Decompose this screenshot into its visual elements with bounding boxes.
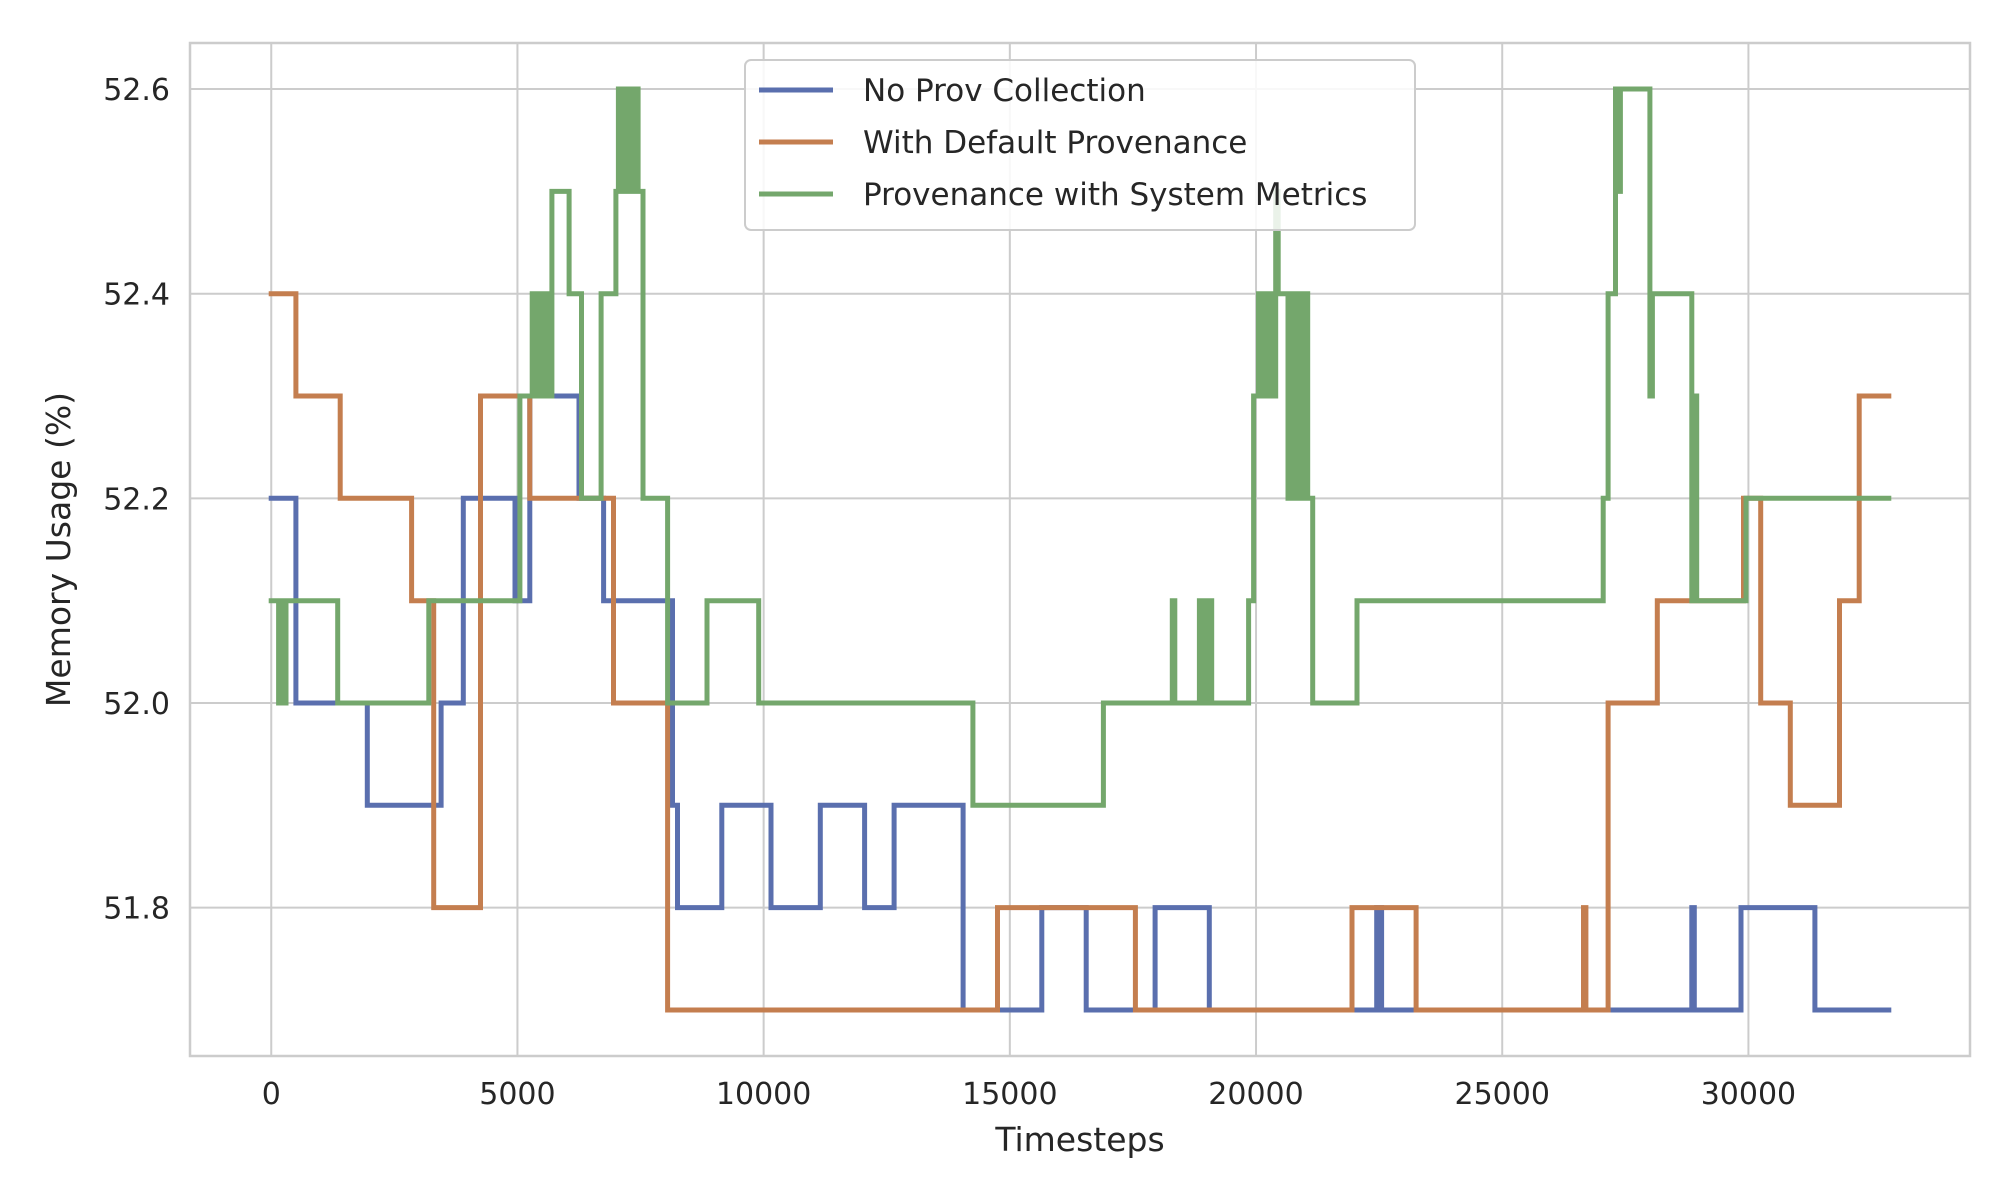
y-tick-label: 52.4 (103, 278, 170, 313)
y-tick-label: 52.0 (103, 687, 170, 722)
plot-frame (188, 41, 1972, 1058)
legend: No Prov Collection With Default Provenanc… (744, 59, 1416, 231)
legend-label: No Prov Collection (863, 73, 1146, 109)
y-tick-label: 51.8 (103, 892, 170, 927)
x-tick-label: 30000 (1701, 1077, 1796, 1112)
y-axis-label: Memory Usage (%) (39, 392, 78, 707)
y-tick-label: 52.2 (103, 482, 170, 517)
legend-label: With Default Provenance (863, 125, 1247, 161)
legend-box (744, 59, 1416, 231)
x-tick-label: 25000 (1455, 1077, 1550, 1112)
series-line-2 (268, 86, 1892, 808)
series-lines (268, 86, 1892, 1013)
x-tick-label: 5000 (479, 1077, 555, 1112)
y-tick-label: 52.6 (103, 73, 170, 108)
x-tick-label: 15000 (962, 1077, 1057, 1112)
x-tick-label: 20000 (1208, 1077, 1303, 1112)
tick-labels: 0 5000 10000 15000 20000 25000 30000 51.8 52.0 52… (103, 73, 1796, 1112)
x-tick-label: 10000 (716, 1077, 811, 1112)
legend-label: Provenance with System Metrics (863, 177, 1367, 213)
x-tick-label: 0 (262, 1077, 281, 1112)
series-line-1 (268, 291, 1892, 1013)
x-axis-label: Timesteps (994, 1120, 1164, 1159)
